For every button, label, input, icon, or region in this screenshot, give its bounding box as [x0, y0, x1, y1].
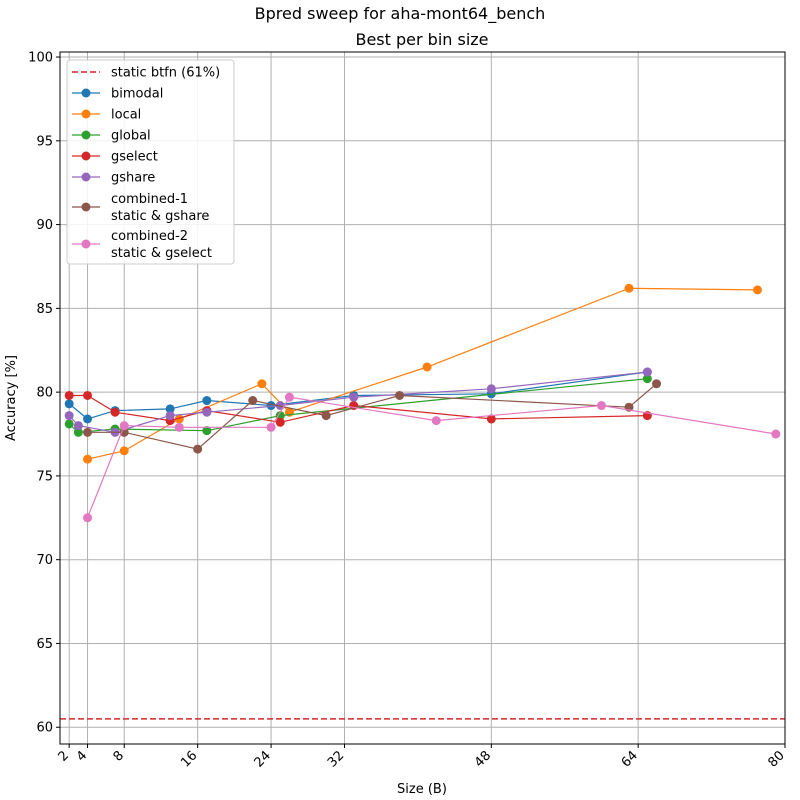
data-point-global	[642, 374, 652, 384]
data-point-bimodal	[202, 396, 212, 406]
legend-label-line: local	[111, 108, 141, 123]
legend-swatch-marker-local	[81, 109, 91, 119]
x-tick-label: 24	[252, 748, 274, 770]
data-point-combined-2	[119, 421, 129, 431]
data-point-local	[174, 414, 184, 424]
data-point-gselect	[110, 407, 120, 417]
data-point-combined-2	[83, 513, 93, 523]
data-point-local	[119, 446, 129, 456]
legend-swatch-marker-global	[81, 130, 91, 140]
series-line-combined-2	[86, 396, 776, 519]
legend-label-global: global	[111, 129, 151, 144]
legend-label-gselect: gselect	[111, 150, 158, 165]
data-point-gshare	[165, 411, 175, 421]
data-point-local	[752, 285, 762, 295]
data-point-local	[83, 454, 93, 464]
data-point-combined-2	[431, 416, 441, 426]
data-point-combined-1	[248, 396, 258, 406]
x-tick-label: 8	[111, 748, 127, 764]
data-point-global	[275, 411, 285, 421]
legend-label-line: gselect	[111, 150, 158, 165]
legend-label-gshare: gshare	[111, 171, 155, 186]
legend-label-line: static & gshare	[111, 209, 209, 224]
data-point-gshare	[202, 407, 212, 417]
x-tick-label: 4	[74, 748, 90, 764]
y-tick-label: 85	[36, 302, 53, 317]
legend-label-combined-1: combined-1 static & gshare	[111, 192, 209, 224]
chart-subtitle: Best per bin size	[355, 30, 488, 49]
x-tick-label: 80	[766, 748, 788, 770]
data-point-combined-2	[284, 392, 294, 402]
series-line-gshare	[68, 371, 648, 433]
y-tick-label: 75	[36, 469, 53, 484]
data-point-combined-1	[395, 390, 405, 400]
data-point-combined-1	[652, 379, 662, 389]
legend-swatch-marker-combined-1	[81, 202, 91, 212]
legend-label-static-btfn: static btfn (61%)	[111, 66, 220, 81]
y-tick-label: 100	[28, 51, 53, 66]
y-tick-label: 65	[36, 637, 53, 652]
y-tick-label: 60	[36, 721, 53, 736]
data-point-combined-1	[321, 411, 331, 421]
data-point-gshare	[73, 421, 83, 431]
series-line-local	[87, 287, 758, 460]
legend-swatch-marker-gselect	[81, 151, 91, 161]
y-tick-label: 80	[36, 386, 53, 401]
x-tick-label: 16	[178, 748, 200, 770]
data-point-bimodal	[165, 404, 175, 414]
x-tick-label: 64	[619, 748, 641, 770]
legend-swatch-marker-combined-2	[81, 239, 91, 249]
data-point-combined-2	[174, 422, 184, 432]
data-point-combined-2	[596, 401, 606, 411]
data-point-combined-2	[771, 429, 781, 439]
x-tick-label: 48	[472, 748, 494, 770]
chart-title: Bpred sweep for aha-mont64_bench	[255, 4, 546, 24]
data-point-local	[422, 362, 432, 372]
y-tick-label: 90	[36, 218, 53, 233]
y-tick-label: 95	[36, 134, 53, 149]
legend-swatch-marker-bimodal	[81, 88, 91, 98]
x-tick-label: 32	[325, 748, 347, 770]
data-point-gshare	[642, 367, 652, 377]
data-point-gselect	[64, 390, 74, 400]
y-axis-label: Accuracy [%]	[4, 355, 19, 441]
legend-label-local: local	[111, 108, 141, 123]
legend-label-line: global	[111, 129, 151, 144]
data-point-gselect	[83, 390, 93, 400]
y-tick-label: 70	[36, 553, 53, 568]
data-point-gselect	[486, 414, 496, 424]
legend-label-bimodal: bimodal	[111, 87, 163, 102]
data-point-gshare	[349, 392, 359, 402]
legend-swatch-marker-gshare	[81, 172, 91, 182]
data-point-global	[73, 427, 83, 437]
data-point-gselect	[275, 417, 285, 427]
legend-box	[66, 59, 235, 265]
data-point-combined-1	[83, 427, 93, 437]
data-point-gshare	[64, 411, 74, 421]
data-point-bimodal	[64, 399, 74, 409]
data-point-local	[257, 379, 267, 389]
legend-label-line: bimodal	[111, 87, 163, 102]
legend: static btfn (61%) bimodal local global gsele…	[66, 59, 235, 265]
legend-label-line: gshare	[111, 171, 155, 186]
data-point-combined-2	[266, 422, 276, 432]
grid-lines	[60, 52, 786, 744]
series-group	[64, 283, 781, 523]
data-point-gshare	[486, 384, 496, 394]
legend-label-line: static & gselect	[111, 246, 212, 261]
data-point-global	[202, 426, 212, 436]
data-point-local	[624, 283, 634, 293]
series-line-bimodal	[68, 371, 648, 420]
x-axis-label: Size (B)	[397, 782, 447, 797]
data-point-bimodal	[83, 414, 93, 424]
legend-label-combined-2: combined-2 static & gselect	[111, 229, 212, 261]
data-point-global	[64, 419, 74, 429]
legend-label-line: combined-1	[111, 192, 188, 207]
plot-frame	[59, 51, 786, 745]
legend-label-line: combined-2	[111, 229, 188, 244]
series-line-combined-1	[87, 383, 657, 450]
data-point-combined-1	[193, 444, 203, 454]
x-tick-label: 2	[56, 748, 72, 764]
